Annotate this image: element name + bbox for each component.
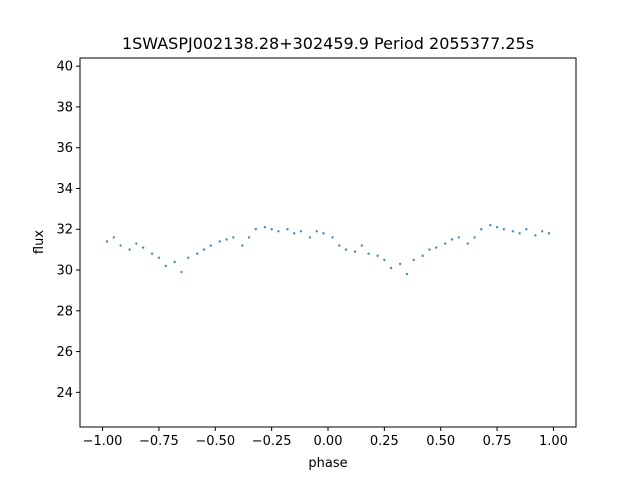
data-point xyxy=(525,228,528,231)
data-point xyxy=(150,252,154,255)
data-point xyxy=(218,240,221,243)
data-point xyxy=(473,236,476,239)
data-point xyxy=(331,236,334,239)
x-tick-label: −0.25 xyxy=(252,434,292,449)
x-tick-label: 0.25 xyxy=(370,434,399,449)
data-point xyxy=(263,226,267,229)
data-point xyxy=(157,256,161,259)
x-tick-label: −0.50 xyxy=(195,434,235,449)
data-point xyxy=(540,230,544,233)
data-point xyxy=(299,230,303,233)
x-tick-label: 0.75 xyxy=(483,434,512,449)
data-point xyxy=(209,244,212,247)
data-point xyxy=(353,250,357,253)
data-point xyxy=(187,256,190,259)
data-point xyxy=(128,248,131,251)
data-point xyxy=(360,244,364,247)
data-point xyxy=(444,242,447,245)
data-point xyxy=(344,248,348,251)
y-axis-ticks: 24 26 28 30 32 34 36 38 40 xyxy=(56,60,80,401)
data-point xyxy=(232,236,235,239)
x-tick-label: −1.00 xyxy=(83,434,123,449)
data-point xyxy=(308,236,312,239)
data-point xyxy=(383,258,386,262)
data-point xyxy=(435,246,438,249)
data-point xyxy=(173,260,176,264)
y-tick-label: 40 xyxy=(56,60,73,75)
data-point xyxy=(247,236,251,239)
x-tick-label: 0.00 xyxy=(314,434,343,449)
x-tick-label: −0.75 xyxy=(139,434,179,449)
data-point xyxy=(389,266,393,270)
data-point xyxy=(241,244,244,247)
data-point xyxy=(367,252,370,255)
data-point xyxy=(405,272,409,276)
data-point xyxy=(412,258,415,262)
y-tick-label: 38 xyxy=(56,100,73,115)
data-point xyxy=(547,232,551,235)
data-point xyxy=(421,254,424,257)
data-point xyxy=(292,232,296,235)
data-point xyxy=(180,270,183,274)
data-point xyxy=(502,228,506,231)
y-tick-label: 26 xyxy=(56,345,73,360)
y-tick-label: 30 xyxy=(56,264,73,279)
x-axis-ticks: −1.00 −0.75 −0.50 −0.25 0.00 0.25 0.50 0.75 1.00 xyxy=(83,427,568,449)
data-point xyxy=(119,244,122,247)
data-point xyxy=(112,236,116,239)
data-point xyxy=(511,230,515,233)
y-tick-label: 36 xyxy=(56,141,73,156)
y-tick-label: 34 xyxy=(56,182,73,197)
y-axis-label: flux xyxy=(32,230,47,254)
data-point xyxy=(376,254,379,257)
data-point xyxy=(270,228,273,231)
data-point xyxy=(450,238,454,241)
data-point xyxy=(480,228,483,231)
data-point xyxy=(202,248,206,251)
chart-title: 1SWASPJ002138.28+302459.9 Period 2055377… xyxy=(122,34,534,53)
data-point xyxy=(466,242,469,245)
x-tick-label: 0.50 xyxy=(426,434,455,449)
data-point xyxy=(428,248,431,251)
data-point xyxy=(286,228,289,231)
x-tick-label: 1.00 xyxy=(539,434,568,449)
data-point xyxy=(141,246,145,249)
data-point xyxy=(277,230,280,233)
data-point xyxy=(105,240,109,243)
y-tick-label: 24 xyxy=(56,386,73,401)
x-axis-label: phase xyxy=(308,456,347,471)
data-point xyxy=(338,244,341,247)
data-point xyxy=(164,264,167,268)
y-tick-label: 32 xyxy=(56,223,73,238)
data-point xyxy=(135,242,138,245)
data-point xyxy=(398,262,402,266)
data-point xyxy=(495,226,499,229)
data-point xyxy=(534,234,537,237)
plot-area xyxy=(80,58,576,427)
data-point xyxy=(518,232,521,235)
data-point xyxy=(254,228,258,231)
data-point xyxy=(315,230,318,233)
data-point xyxy=(225,238,228,241)
data-point xyxy=(457,236,460,239)
data-points xyxy=(105,223,551,276)
data-point xyxy=(196,252,199,255)
data-point xyxy=(322,232,325,235)
y-tick-label: 28 xyxy=(56,304,73,319)
data-point xyxy=(489,223,492,227)
